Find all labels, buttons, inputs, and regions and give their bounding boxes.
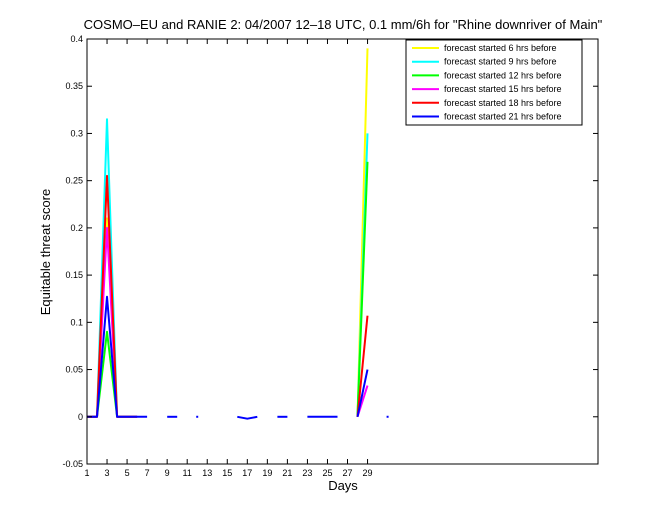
x-tick-label: 29	[363, 468, 373, 478]
y-tick-label: 0.15	[65, 270, 83, 280]
y-tick-label: 0.05	[65, 365, 83, 375]
y-tick-label: 0.4	[70, 34, 83, 44]
y-axis: -0.05 0 0.05 0.1 0.15 0.2 0.25 0.3 0.35 0.4	[62, 34, 598, 469]
x-tick-label: 11	[183, 468, 192, 478]
series-line	[87, 295, 148, 418]
x-tick-label: 3	[105, 468, 110, 478]
legend-box	[405, 39, 583, 126]
x-tick-label: 7	[145, 468, 150, 478]
series-layer	[87, 48, 389, 420]
x-axis: 1 3 5 7 9 11 13 15 17 19 21 23 25 27 29	[84, 39, 373, 478]
y-tick-label: 0.35	[65, 81, 83, 91]
y-tick-label: 0	[78, 412, 83, 422]
series-line	[356, 369, 369, 418]
legend: forecast started 6 hrs before forecast st…	[405, 39, 583, 126]
x-tick-label: 21	[282, 468, 292, 478]
legend-label: forecast started 6 hrs before	[444, 43, 557, 53]
legend-label: forecast started 9 hrs before	[444, 57, 557, 67]
legend-label: forecast started 12 hrs before	[444, 70, 562, 80]
x-tick-label: 23	[302, 468, 312, 478]
x-axis-label: Days	[328, 478, 358, 493]
x-tick-label: 15	[222, 468, 232, 478]
series-line	[356, 315, 369, 417]
legend-label: forecast started 21 hrs before	[444, 112, 562, 122]
y-tick-label: 0.25	[65, 176, 83, 186]
x-tick-label: 9	[165, 468, 170, 478]
x-tick-label: 25	[322, 468, 332, 478]
series-6	[87, 295, 389, 420]
y-tick-label: 0.2	[70, 223, 83, 233]
x-tick-label: 1	[84, 468, 89, 478]
x-tick-label: 27	[343, 468, 353, 478]
x-tick-label: 5	[125, 468, 130, 478]
chart-title: COSMO–EU and RANIE 2: 04/2007 12–18 UTC,…	[84, 17, 603, 32]
x-tick-label: 13	[202, 468, 212, 478]
y-tick-label: 0.3	[70, 128, 83, 138]
x-tick-label: 17	[242, 468, 252, 478]
legend-label: forecast started 15 hrs before	[444, 84, 562, 94]
series-line	[356, 161, 369, 417]
x-tick-label: 19	[262, 468, 272, 478]
y-tick-label: 0.1	[70, 317, 83, 327]
y-tick-label: -0.05	[62, 459, 83, 469]
y-axis-label: Equitable threat score	[38, 189, 53, 315]
legend-label: forecast started 18 hrs before	[444, 98, 562, 108]
plot-frame	[86, 38, 599, 465]
series-line	[237, 415, 258, 420]
